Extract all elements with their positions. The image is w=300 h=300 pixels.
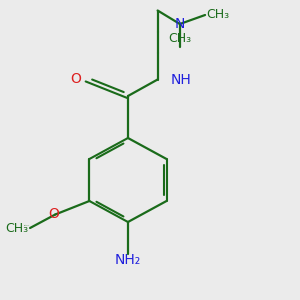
Text: CH₃: CH₃: [5, 221, 28, 235]
Text: CH₃: CH₃: [168, 32, 191, 45]
Text: NH: NH: [171, 73, 192, 86]
Text: O: O: [48, 208, 58, 221]
Text: methoxy: methoxy: [24, 225, 30, 226]
Text: CH₃: CH₃: [207, 8, 230, 22]
Text: NH₂: NH₂: [115, 253, 141, 266]
Text: N: N: [175, 17, 185, 31]
Text: O: O: [70, 72, 82, 86]
